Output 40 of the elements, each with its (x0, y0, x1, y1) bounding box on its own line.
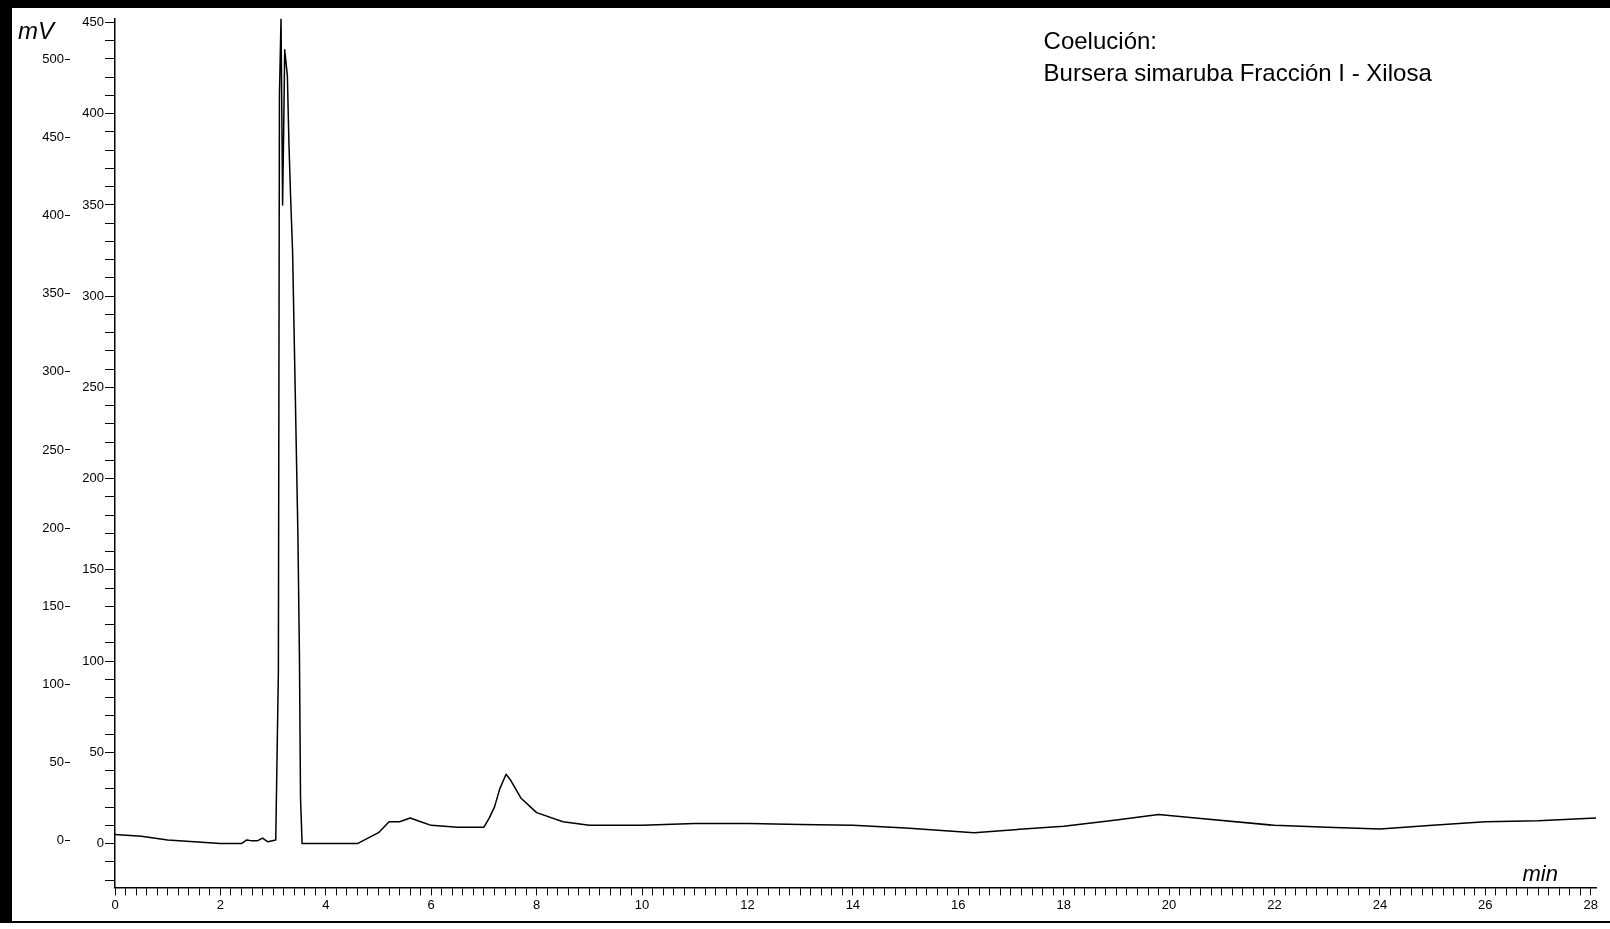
y2-tick-label: 450 (42, 129, 64, 145)
x-tick-label: 14 (845, 896, 861, 912)
y2-axis-title: mV (18, 17, 56, 45)
y-tick-label: 150 (82, 561, 104, 577)
y-tick-label: 200 (82, 470, 104, 486)
x-tick-label: 0 (111, 896, 119, 912)
y2-tick-label: 350 (42, 285, 64, 301)
x-tick-label: 8 (533, 896, 541, 912)
y-tick-label: 250 (82, 378, 104, 394)
y2-tick-label: 300 (42, 363, 64, 379)
y-tick-label: 400 (82, 105, 104, 121)
y-tick-label: 450 (82, 14, 104, 30)
x-tick-label: 28 (1583, 896, 1598, 912)
x-tick-label: 16 (951, 896, 966, 912)
x-tick-label: 4 (322, 896, 330, 912)
y2-tick-label: 100 (42, 675, 64, 691)
y-tick-label: 350 (82, 196, 104, 212)
x-axis-title: min (1522, 860, 1558, 886)
y2-tick-label: 250 (42, 441, 64, 457)
y2-tick-label: 500 (42, 51, 64, 66)
x-tick-label: 26 (1478, 896, 1493, 912)
annotation: Bursera simaruba Fracción I - Xilosa (1043, 59, 1433, 87)
y2-tick-label: 150 (42, 597, 64, 613)
y2-tick-label: 200 (42, 519, 64, 535)
y2-tick-label: 50 (49, 754, 64, 769)
x-tick-label: 12 (740, 896, 755, 912)
y2-tick-label: 0 (56, 832, 64, 848)
y-tick-label: 50 (89, 743, 104, 759)
annotation: Coelución: (1043, 27, 1157, 55)
y-tick-label: 0 (96, 835, 104, 851)
y-tick-label: 100 (82, 652, 104, 668)
x-tick-label: 2 (216, 896, 225, 912)
x-tick-label: 22 (1267, 896, 1282, 912)
y-tick-label: 300 (82, 287, 104, 303)
x-tick-label: 6 (427, 896, 435, 912)
x-tick-label: 10 (634, 896, 650, 912)
x-tick-label: 18 (1056, 896, 1071, 912)
x-tick-label: 20 (1161, 896, 1177, 912)
x-tick-label: 24 (1372, 896, 1388, 912)
y2-tick-label: 400 (42, 207, 64, 223)
